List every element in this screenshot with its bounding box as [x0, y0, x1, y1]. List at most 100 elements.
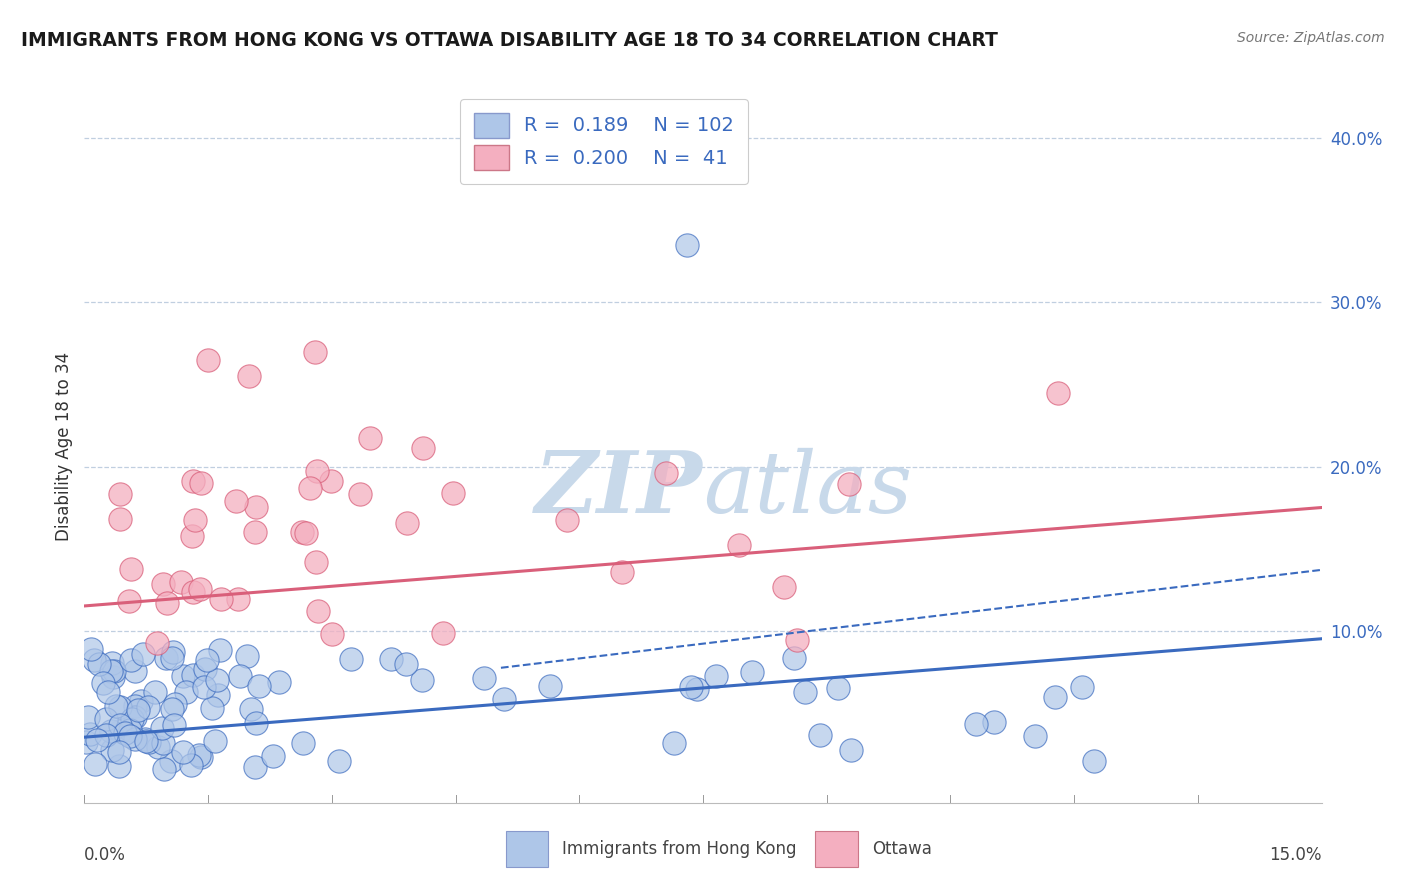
Point	[238, 369, 260, 384]
Point	[104, 699, 127, 714]
Point	[94, 728, 117, 742]
Point	[228, 591, 250, 606]
Point	[107, 745, 129, 759]
Point	[262, 749, 284, 764]
Point	[170, 575, 193, 590]
Point	[295, 526, 318, 541]
Point	[108, 700, 131, 714]
Point	[181, 474, 204, 488]
Point	[188, 748, 211, 763]
Point	[359, 431, 381, 445]
Point	[80, 641, 103, 656]
Point	[411, 673, 433, 687]
Point	[838, 476, 860, 491]
Point	[207, 688, 229, 702]
Point	[197, 352, 219, 367]
Point	[794, 685, 817, 699]
Point	[124, 710, 146, 724]
Point	[155, 651, 177, 665]
Point	[120, 723, 142, 738]
Point	[194, 662, 217, 676]
Point	[395, 657, 418, 672]
Point	[243, 760, 266, 774]
Point	[165, 697, 187, 711]
Point	[307, 464, 329, 478]
Point	[472, 672, 495, 686]
FancyBboxPatch shape	[815, 831, 858, 867]
Point	[183, 513, 205, 527]
Text: IMMIGRANTS FROM HONG KONG VS OTTAWA DISABILITY AGE 18 TO 34 CORRELATION CHART: IMMIGRANTS FROM HONG KONG VS OTTAWA DISA…	[21, 31, 998, 50]
Point	[101, 656, 124, 670]
Point	[304, 344, 326, 359]
Y-axis label: Disability Age 18 to 34: Disability Age 18 to 34	[55, 351, 73, 541]
Point	[121, 713, 143, 727]
Text: Ottawa: Ottawa	[872, 840, 932, 858]
Point	[162, 644, 184, 658]
Point	[127, 703, 149, 717]
Point	[163, 717, 186, 731]
Point	[118, 729, 141, 743]
Point	[432, 626, 454, 640]
Point	[706, 669, 728, 683]
Point	[132, 647, 155, 661]
Point	[983, 714, 1005, 729]
Point	[172, 745, 194, 759]
Point	[124, 731, 146, 746]
Point	[741, 665, 763, 680]
Point	[91, 676, 114, 690]
Point	[129, 694, 152, 708]
Point	[839, 743, 862, 757]
Point	[174, 684, 197, 698]
Point	[269, 675, 291, 690]
Point	[108, 724, 131, 739]
Point	[1043, 690, 1066, 704]
Point	[681, 680, 703, 694]
Point	[79, 727, 101, 741]
Point	[1046, 385, 1069, 400]
Point	[245, 715, 267, 730]
Point	[201, 701, 224, 715]
Point	[808, 727, 831, 741]
Point	[108, 487, 131, 501]
Point	[160, 651, 183, 665]
Point	[172, 669, 194, 683]
Point	[77, 710, 100, 724]
Point	[786, 633, 808, 648]
Point	[291, 736, 314, 750]
Point	[108, 759, 131, 773]
Point	[349, 487, 371, 501]
Point	[655, 466, 678, 480]
Point	[319, 474, 342, 488]
Point	[193, 681, 215, 695]
Text: Immigrants from Hong Kong: Immigrants from Hong Kong	[562, 840, 797, 858]
Point	[152, 576, 174, 591]
Text: ZIP: ZIP	[536, 447, 703, 531]
Text: atlas: atlas	[703, 448, 912, 530]
Point	[555, 513, 578, 527]
Point	[236, 648, 259, 663]
Point	[380, 651, 402, 665]
Point	[100, 743, 122, 757]
Point	[190, 749, 212, 764]
Point	[328, 754, 350, 768]
Point	[299, 481, 322, 495]
Point	[86, 733, 108, 747]
Point	[153, 762, 176, 776]
Legend: R =  0.189    N = 102, R =  0.200    N =  41: R = 0.189 N = 102, R = 0.200 N = 41	[460, 99, 748, 184]
Point	[245, 500, 267, 514]
Point	[225, 494, 247, 508]
Point	[75, 735, 97, 749]
Point	[87, 657, 110, 671]
Point	[728, 538, 751, 552]
Point	[124, 698, 146, 713]
Point	[124, 664, 146, 678]
Point	[84, 756, 107, 771]
Point	[772, 580, 794, 594]
Point	[108, 718, 131, 732]
Point	[181, 529, 204, 543]
Point	[190, 475, 212, 490]
Point	[181, 585, 204, 599]
Point	[612, 565, 634, 579]
Point	[247, 679, 270, 693]
Point	[160, 702, 183, 716]
